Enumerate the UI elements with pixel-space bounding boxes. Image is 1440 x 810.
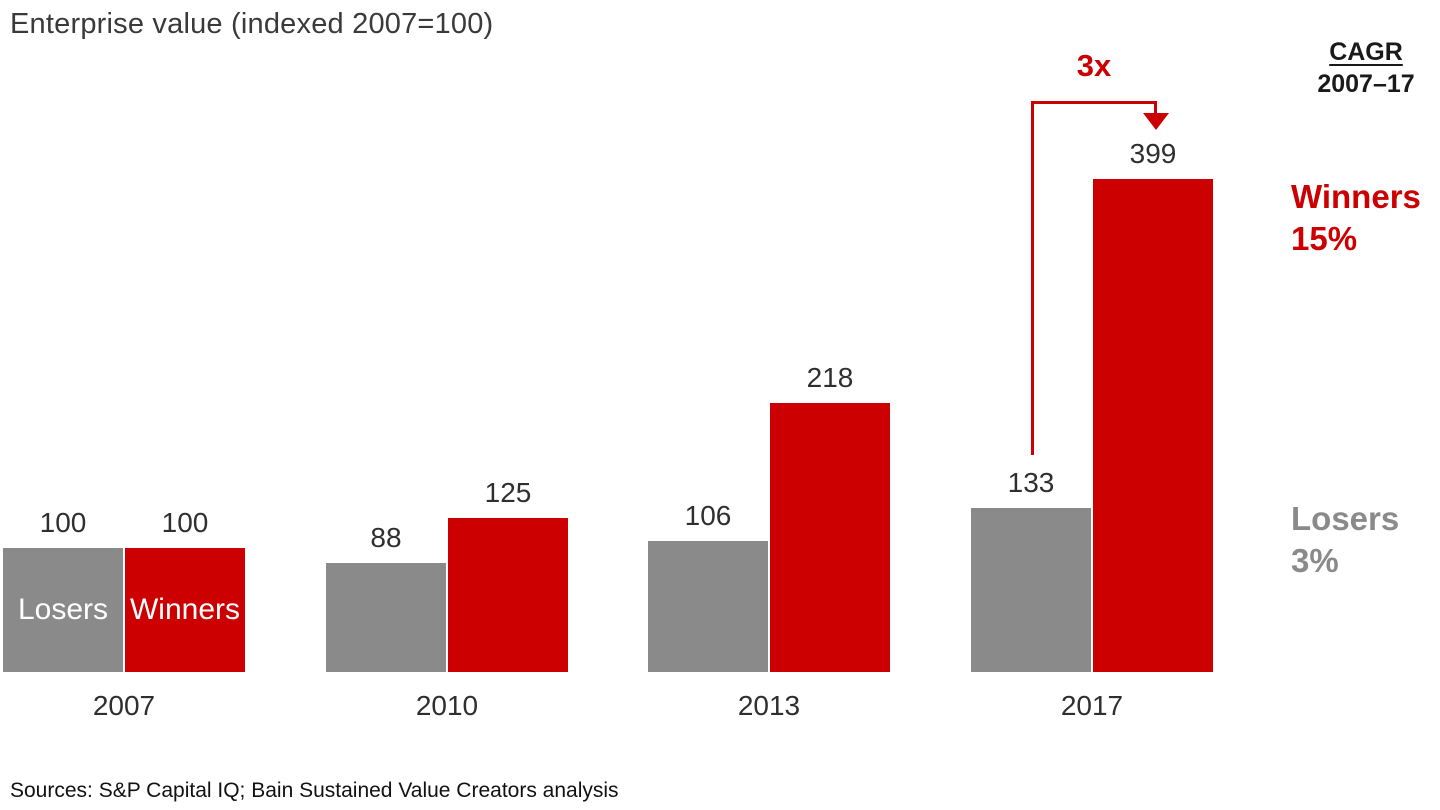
winners-bar-2013	[770, 403, 890, 672]
winners-inner-label: Winners	[129, 593, 241, 626]
losers-cagr-value: 3%	[1291, 542, 1339, 579]
bar-value-label: 125	[484, 477, 532, 508]
x-axis-label-2013: 2013	[737, 690, 801, 721]
winners-cagr-value: 15%	[1291, 220, 1358, 257]
bar-value-label: 100	[39, 507, 87, 538]
losers-cagr-label: Losers	[1291, 500, 1400, 537]
x-axis-label-2017: 2017	[1060, 690, 1124, 721]
losers-inner-label: Losers	[17, 593, 109, 626]
losers-column-2017: 133	[971, 468, 1091, 672]
losers-column-2010: 88	[326, 523, 446, 672]
losers-column-2007: 100 Losers	[3, 508, 123, 672]
bar-group-2007: 100 Losers 100 Winners 2007	[3, 508, 245, 721]
losers-bar-2017	[971, 508, 1091, 672]
winners-bar-2010	[448, 518, 568, 672]
winners-cagr-label: Winners	[1291, 178, 1421, 215]
bar-value-label: 218	[806, 362, 854, 393]
arrow-vertical-line	[1031, 101, 1034, 455]
bar-value-label: 133	[1007, 467, 1055, 498]
multiplier-label: 3x	[1076, 48, 1112, 83]
x-axis-label-2007: 2007	[92, 690, 156, 721]
losers-bar-2007: Losers	[3, 548, 123, 672]
x-axis-label-2010: 2010	[415, 690, 479, 721]
bar-group-2013: 106 218 2013	[648, 363, 890, 721]
sources-note: Sources: S&P Capital IQ; Bain Sustained …	[10, 779, 619, 802]
winners-column-2013: 218	[770, 363, 890, 672]
winners-cagr-note: Winners 15%	[1291, 176, 1421, 260]
losers-bar-2010	[326, 563, 446, 672]
arrow-horizontal-line	[1031, 101, 1157, 104]
bar-value-label: 399	[1129, 138, 1177, 169]
bar-value-label: 106	[684, 500, 732, 531]
arrow-down-icon	[1143, 113, 1169, 130]
winners-column-2007: 100 Winners	[125, 508, 245, 672]
losers-bar-2013	[648, 541, 768, 672]
winners-bar-2017	[1093, 179, 1213, 672]
bar-group-2017: 133 399 2017	[971, 139, 1213, 721]
bar-value-label: 100	[161, 507, 209, 538]
cagr-header: CAGR 2007–17	[1306, 36, 1426, 100]
bar-value-label: 88	[370, 522, 402, 553]
arrow-short-line	[1154, 101, 1157, 115]
cagr-header-label: CAGR	[1329, 38, 1403, 66]
bar-group-2010: 88 125 2010	[326, 478, 568, 721]
winners-column-2010: 125	[448, 478, 568, 672]
chart-title: Enterprise value (indexed 2007=100)	[10, 8, 494, 40]
winners-column-2017: 399	[1093, 139, 1213, 672]
cagr-header-period: 2007–17	[1317, 70, 1415, 98]
losers-column-2013: 106	[648, 501, 768, 672]
losers-cagr-note: Losers 3%	[1291, 498, 1399, 582]
winners-bar-2007: Winners	[125, 548, 245, 672]
